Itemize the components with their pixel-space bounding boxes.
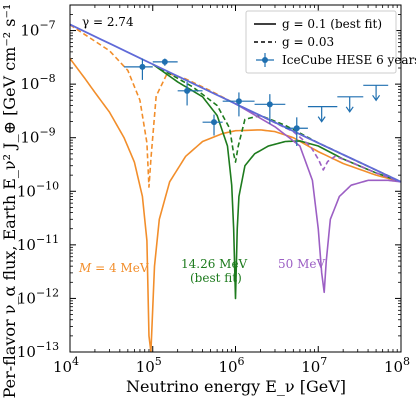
- series-curves: [70, 23, 401, 352]
- data-point: [222, 92, 255, 117]
- curve-m50-dashed: [235, 103, 401, 183]
- data-point: [124, 58, 153, 80]
- y-tick-exponent: −9: [39, 126, 55, 139]
- y-tick-label: 10−10: [17, 179, 59, 200]
- data-marker: [266, 101, 273, 108]
- annotation-m14: 14.26 MeV: [181, 257, 248, 271]
- legend-entry-solid: g = 0.1 (best fit): [282, 17, 382, 31]
- data-point: [177, 81, 203, 106]
- annotation-m50: 50 MeV: [278, 257, 325, 271]
- y-tick-exponent: −11: [36, 233, 59, 246]
- y-tick-exponent: −8: [39, 72, 55, 85]
- curve-baseline-solid: [70, 23, 401, 183]
- x-tick-exponent: 7: [320, 355, 327, 368]
- data-marker: [211, 119, 218, 126]
- legend: g = 0.1 (best fit) g = 0.03 IceCube HESE…: [245, 10, 416, 74]
- x-tick-exponent: 8: [403, 355, 410, 368]
- x-tick-exponent: 5: [155, 355, 162, 368]
- plot-frame: [69, 4, 402, 353]
- curve-m14-solid: [152, 63, 401, 300]
- y-tick-label: 10−8: [20, 72, 55, 93]
- x-tick-label: 108: [384, 355, 410, 376]
- annotation-m4-value: = 4 MeV: [91, 261, 149, 275]
- data-point: [363, 84, 389, 102]
- data-marker: [293, 125, 300, 132]
- upper-limit-arrow: [372, 94, 381, 102]
- annotation-m14-bestfit: (best fit): [190, 271, 242, 285]
- upper-limit-arrow: [345, 106, 354, 113]
- data-marker: [184, 87, 191, 94]
- legend-box: [245, 10, 397, 74]
- x-tick-label: 106: [218, 355, 244, 376]
- x-tick-label: 107: [301, 355, 327, 376]
- y-tick-exponent: −13: [36, 340, 59, 353]
- data-point: [202, 114, 223, 136]
- curve-m50-solid: [235, 103, 401, 294]
- x-tick-label: 104: [53, 355, 79, 376]
- data-point: [152, 58, 178, 66]
- y-tick-label: 10−7: [20, 19, 55, 40]
- upper-limit-arrow: [317, 116, 326, 123]
- x-tick-exponent: 4: [72, 355, 79, 368]
- legend-entry-data: IceCube HESE 6 years: [282, 53, 416, 67]
- y-tick-exponent: −12: [36, 286, 59, 299]
- x-tick-exponent: 6: [238, 355, 245, 368]
- y-tick-exponent: −10: [36, 179, 59, 192]
- x-tick-label: 105: [136, 355, 162, 376]
- y-tick-exponent: −7: [39, 19, 55, 32]
- data-points: [124, 58, 389, 147]
- x-axis-label: Neutrino energy E_ν [GeV]: [126, 377, 346, 396]
- curve-m14-dashed: [152, 63, 401, 183]
- gamma-label: γ = 2.74: [82, 15, 134, 29]
- annotation-m4: M = 4 MeV: [78, 261, 149, 275]
- y-tick-label: 10−11: [17, 233, 59, 254]
- data-marker: [161, 58, 168, 65]
- y-axis-label: Per-flavor ν_α flux, Earth E_ν² J_⊕ [GeV…: [0, 0, 19, 398]
- data-point: [307, 106, 338, 123]
- data-marker: [235, 98, 242, 105]
- data-marker: [139, 63, 146, 70]
- data-point: [285, 117, 308, 147]
- y-tick-label: 10−9: [20, 126, 55, 147]
- legend-entry-dashed: g = 0.03: [282, 35, 334, 49]
- curve-m4-solid: [70, 58, 401, 352]
- legend-marker-swatch: [256, 53, 274, 67]
- data-point: [254, 94, 286, 125]
- y-tick-label: 10−12: [17, 286, 59, 307]
- data-point: [337, 96, 364, 113]
